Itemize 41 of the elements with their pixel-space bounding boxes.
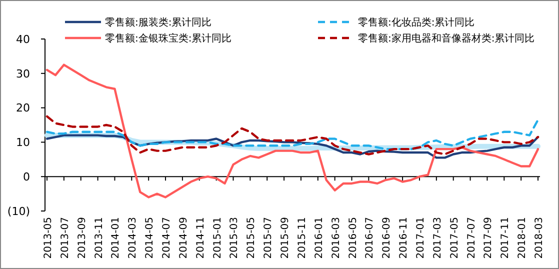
y-tick-label: 0 [23, 170, 30, 184]
y-tick-label: 40 [16, 32, 30, 46]
x-tick-label: 2015-07 [263, 217, 274, 259]
x-tick-label: 2014-05 [144, 217, 156, 259]
x-tick-label: 2017-07 [466, 217, 478, 259]
x-tick-label: 2017-01 [415, 217, 426, 259]
legend-label: 零售额:金银珠宝类:累计同比 [105, 32, 232, 44]
x-tick-label: 2014-03 [128, 217, 139, 259]
legend-label: 零售额:家用电器和音像器材类:累计同比 [358, 32, 535, 44]
y-tick-label: 30 [16, 67, 30, 80]
x-tick-label: 2014-09 [178, 217, 190, 259]
x-tick-label: 2016-03 [330, 217, 342, 259]
x-tick-label: 2017-11 [500, 217, 512, 259]
x-tick-label: 2016-09 [382, 217, 393, 259]
legend-label: 零售额:服装类:累计同比 [105, 16, 212, 28]
y-tick-label: 10 [16, 136, 30, 150]
x-tick-label: 2016-11 [398, 217, 410, 259]
x-tick-label: 2015-09 [280, 217, 292, 259]
x-tick-label: 2017-09 [483, 217, 494, 259]
x-tick-label: 2013-09 [76, 217, 88, 259]
x-tick-label: 2014-01 [110, 217, 122, 259]
x-tick-label: 2018-03 [534, 217, 545, 259]
x-tick-label: 2013-05 [43, 217, 54, 259]
x-tick-label: 2014-07 [162, 217, 173, 259]
line-series [46, 134, 540, 159]
x-tick-label: 2013-07 [60, 217, 71, 259]
x-tick-label: 2017-03 [432, 217, 444, 259]
x-tick-label: 2015-05 [246, 217, 258, 259]
x-tick-label: 2015-11 [296, 217, 308, 259]
x-tick-label: 2018-01 [517, 217, 528, 259]
y-tick-label: (10) [7, 204, 30, 218]
legend-label: 零售额:化妆品类:累计同比 [358, 16, 475, 28]
x-tick-label: 2016-07 [364, 217, 376, 259]
x-tick-label: 2017-05 [449, 217, 460, 259]
x-tick-label: 2014-11 [195, 217, 206, 259]
x-tick-label: 2015-01 [212, 217, 224, 259]
x-tick-label: 2016-01 [314, 217, 325, 259]
x-tick-label: 2016-05 [348, 217, 359, 259]
x-tick-label: 2013-11 [94, 217, 105, 259]
x-tick-label: 2015-03 [229, 217, 240, 259]
y-tick-label: 20 [16, 102, 30, 115]
